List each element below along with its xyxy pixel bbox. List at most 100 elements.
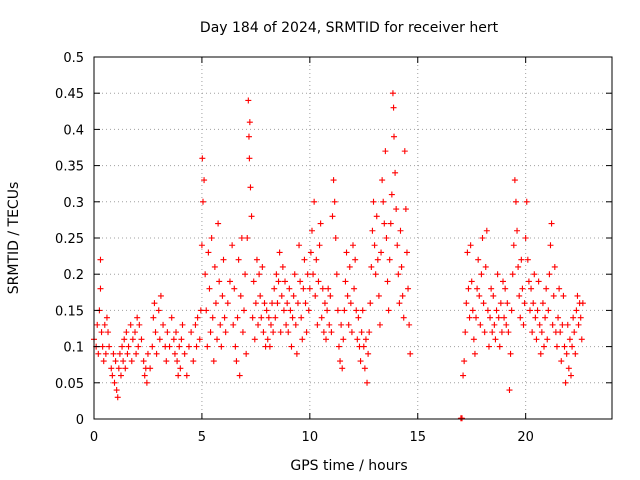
data-point [314, 321, 321, 328]
data-point [571, 329, 578, 336]
data-point [301, 256, 308, 263]
data-point [547, 242, 554, 249]
data-point [360, 343, 367, 350]
data-point [239, 329, 246, 336]
data-point [179, 321, 186, 328]
data-point [480, 300, 487, 307]
data-point [466, 314, 473, 321]
y-tick-label: 0 [76, 413, 84, 428]
data-point [112, 358, 119, 365]
data-point [488, 285, 495, 292]
data-point [261, 300, 268, 307]
y-tick-label: 0.05 [55, 377, 84, 392]
data-point [359, 307, 366, 314]
data-point [151, 300, 158, 307]
data-point [514, 227, 521, 234]
data-point [509, 271, 516, 278]
data-point [483, 227, 490, 234]
data-point [385, 307, 392, 314]
data-point [201, 177, 208, 184]
data-point [407, 350, 414, 357]
y-tick-label: 0.15 [55, 304, 84, 319]
data-point [390, 104, 397, 111]
data-point [270, 329, 277, 336]
data-point [150, 314, 157, 321]
data-point [232, 343, 239, 350]
data-point [266, 343, 273, 350]
data-point [332, 235, 339, 241]
data-point [562, 379, 569, 386]
y-tick-label: 0.2 [63, 268, 84, 283]
data-point [458, 415, 465, 422]
data-point [308, 227, 315, 234]
data-point [559, 321, 566, 328]
data-point [395, 271, 402, 278]
data-point [246, 119, 253, 126]
data-point [188, 329, 195, 336]
data-point [321, 300, 328, 307]
data-point [168, 314, 175, 321]
data-point [328, 329, 335, 336]
data-point [133, 350, 140, 357]
data-point [556, 285, 563, 292]
data-point [116, 350, 123, 357]
data-point [406, 321, 413, 328]
data-point [202, 271, 209, 278]
data-point [491, 321, 498, 328]
data-point [530, 300, 537, 307]
data-point [108, 365, 115, 372]
data-point [284, 300, 291, 307]
data-point [334, 307, 341, 314]
data-point [370, 198, 377, 205]
data-point [539, 300, 546, 307]
data-point [210, 358, 217, 365]
data-point [121, 336, 128, 343]
data-point [504, 300, 511, 307]
data-point [380, 198, 387, 205]
data-point [237, 292, 244, 299]
data-point [320, 329, 327, 336]
data-point [489, 329, 496, 336]
data-point [475, 256, 482, 263]
data-point [198, 242, 205, 249]
data-point [181, 350, 188, 357]
data-point [500, 278, 507, 285]
data-point [382, 148, 389, 155]
data-point [243, 350, 250, 357]
data-point [347, 300, 354, 307]
data-point [192, 321, 199, 328]
data-point [286, 285, 293, 292]
data-point [317, 220, 324, 227]
data-point [388, 191, 395, 198]
data-point [405, 285, 412, 292]
data-point [292, 321, 299, 328]
data-point [98, 329, 105, 336]
y-tick-label: 0.35 [55, 160, 84, 175]
data-point [275, 278, 282, 285]
data-point [545, 307, 552, 314]
data-point [383, 235, 390, 241]
data-point [103, 314, 110, 321]
data-point [246, 155, 253, 162]
data-point [120, 358, 127, 365]
data-point [343, 249, 350, 256]
data-point [204, 343, 211, 350]
data-point [507, 350, 514, 357]
data-point [391, 133, 398, 140]
data-point [111, 379, 118, 386]
data-point [469, 307, 476, 314]
data-point [538, 329, 545, 336]
data-point [367, 300, 374, 307]
data-point [373, 213, 380, 220]
data-point [470, 336, 477, 343]
data-point [549, 321, 556, 328]
data-point [402, 206, 409, 213]
data-point [196, 336, 203, 343]
grid-lines [94, 57, 612, 419]
data-point [251, 336, 258, 343]
data-point [105, 329, 112, 336]
data-point [117, 372, 124, 379]
data-point [374, 256, 381, 263]
data-point [403, 249, 410, 256]
data-point [177, 365, 184, 372]
